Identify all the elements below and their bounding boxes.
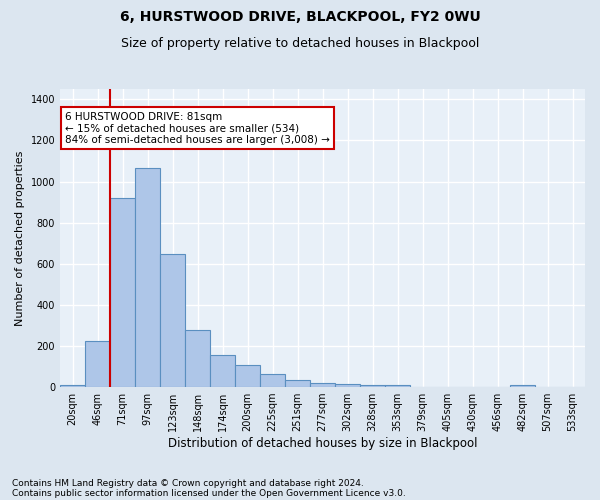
X-axis label: Distribution of detached houses by size in Blackpool: Distribution of detached houses by size … <box>168 437 477 450</box>
Text: 6 HURSTWOOD DRIVE: 81sqm
← 15% of detached houses are smaller (534)
84% of semi-: 6 HURSTWOOD DRIVE: 81sqm ← 15% of detach… <box>65 112 330 145</box>
Bar <box>510 385 535 387</box>
Text: Contains HM Land Registry data © Crown copyright and database right 2024.: Contains HM Land Registry data © Crown c… <box>12 478 364 488</box>
Text: 6, HURSTWOOD DRIVE, BLACKPOOL, FY2 0WU: 6, HURSTWOOD DRIVE, BLACKPOOL, FY2 0WU <box>119 10 481 24</box>
Bar <box>210 355 235 387</box>
Bar <box>60 385 85 387</box>
Bar <box>235 366 260 387</box>
Y-axis label: Number of detached properties: Number of detached properties <box>15 150 25 326</box>
Bar <box>385 385 410 387</box>
Bar <box>285 380 310 387</box>
Bar <box>85 341 110 387</box>
Bar <box>260 374 285 387</box>
Text: Contains public sector information licensed under the Open Government Licence v3: Contains public sector information licen… <box>12 488 406 498</box>
Bar <box>185 330 210 387</box>
Bar <box>160 254 185 387</box>
Bar <box>110 198 135 387</box>
Bar <box>360 385 385 387</box>
Bar <box>135 168 160 387</box>
Bar <box>310 383 335 387</box>
Bar <box>335 384 360 387</box>
Text: Size of property relative to detached houses in Blackpool: Size of property relative to detached ho… <box>121 38 479 51</box>
